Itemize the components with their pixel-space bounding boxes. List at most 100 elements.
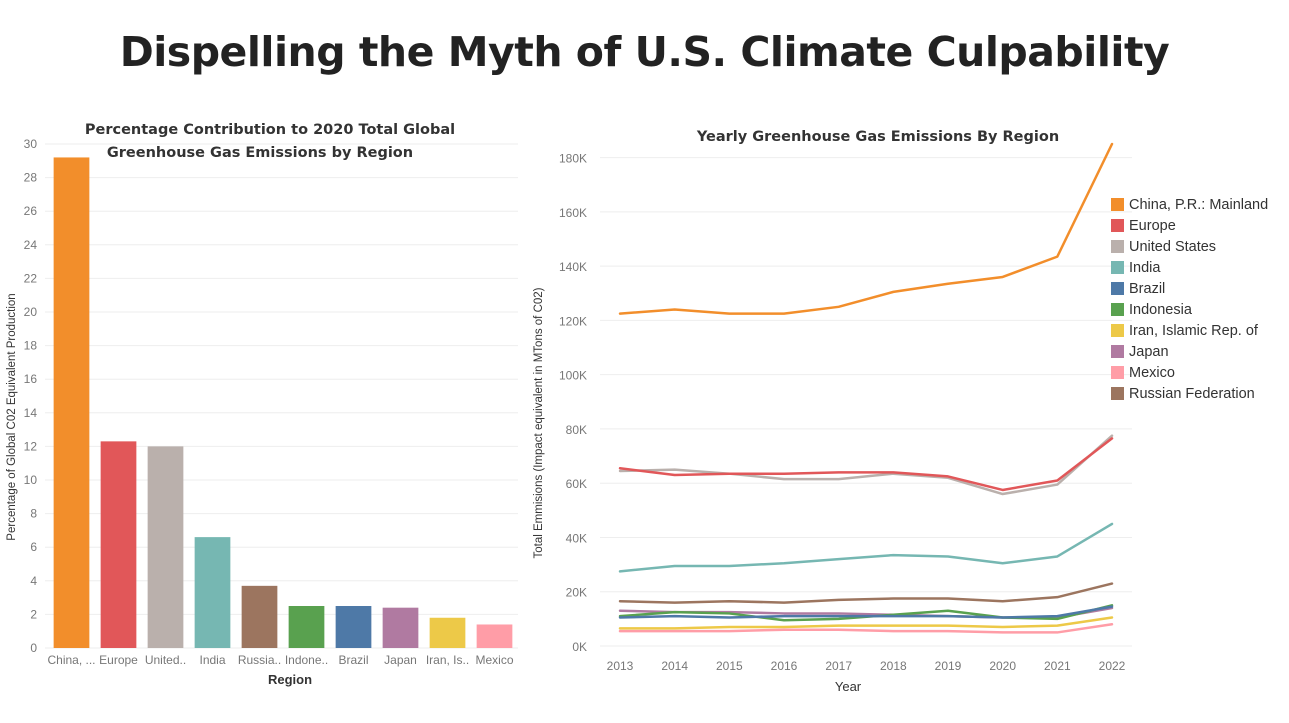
line-chart-y-axis-label: Total Emmisions (Impact equivalent in MT… xyxy=(533,287,545,558)
bar-y-tick-label: 10 xyxy=(24,473,38,487)
bar-chart-title-line-2: Greenhouse Gas Emissions by Region xyxy=(107,145,413,161)
line-x-tick-label: 2016 xyxy=(771,659,798,673)
bar-category-label: China, ... xyxy=(47,653,95,667)
bar-chart-x-ticks: China, ... Europe United.. India Russia.. Ind… xyxy=(47,653,513,667)
bar-y-tick-label: 28 xyxy=(24,171,38,185)
bar-4 xyxy=(241,585,278,648)
line-y-tick-label: 0K xyxy=(572,640,587,654)
bar-chart: Percentage Contribution to 2020 Total Gl… xyxy=(6,122,518,687)
legend-item-label: Europe xyxy=(1129,218,1176,234)
legend-swatch xyxy=(1111,282,1124,295)
bar-category-label: United.. xyxy=(145,653,186,667)
bar-9 xyxy=(476,624,513,648)
bar-y-tick-label: 4 xyxy=(30,574,37,588)
line-y-tick-label: 40K xyxy=(566,531,587,545)
bar-category-label: Mexico xyxy=(475,653,513,667)
bar-category-label: Russia.. xyxy=(238,653,281,667)
bar-category-label: India xyxy=(199,653,225,667)
bar-y-tick-label: 14 xyxy=(24,406,38,420)
line-x-tick-label: 2019 xyxy=(935,659,962,673)
bar-y-tick-label: 12 xyxy=(24,439,38,453)
line-x-tick-label: 2014 xyxy=(661,659,688,673)
legend-swatch xyxy=(1111,261,1124,274)
line-chart-x-axis-label: Year xyxy=(835,679,862,694)
line-series-iran-islamic-rep-of xyxy=(618,616,1114,630)
line-series-india xyxy=(618,522,1114,573)
bar-y-tick-label: 24 xyxy=(24,238,38,252)
legend-item-label: Brazil xyxy=(1129,281,1165,297)
line-y-tick-label: 160K xyxy=(559,206,587,220)
bar-y-tick-label: 6 xyxy=(30,540,37,554)
legend-swatch xyxy=(1111,324,1124,337)
line-x-tick-label: 2022 xyxy=(1099,659,1126,673)
line-chart-legend: China, P.R.: Mainland Europe United States… xyxy=(1111,197,1268,402)
bar-1 xyxy=(100,441,137,648)
line-x-tick-label: 2021 xyxy=(1044,659,1071,673)
page-title: Dispelling the Myth of U.S. Climate Culp… xyxy=(119,28,1170,76)
line-chart-x-ticks: 2013 2014 2015 2016 2017 2018 2019 2020 2021 2022 xyxy=(607,659,1126,673)
bar-y-tick-label: 20 xyxy=(24,305,38,319)
legend-item-label: India xyxy=(1129,260,1161,276)
bar-0 xyxy=(53,157,90,648)
legend-item-label: Iran, Islamic Rep. of xyxy=(1129,323,1259,339)
legend-swatch xyxy=(1111,366,1124,379)
legend-swatch xyxy=(1111,240,1124,253)
bar-y-tick-label: 22 xyxy=(24,271,38,285)
bar-chart-title-line-1: Percentage Contribution to 2020 Total Gl… xyxy=(85,122,455,138)
line-series-brazil xyxy=(618,605,1114,619)
bar-2 xyxy=(147,446,184,648)
line-y-tick-label: 100K xyxy=(559,369,587,383)
line-y-tick-label: 140K xyxy=(559,260,587,274)
line-series-europe xyxy=(618,437,1114,492)
bar-category-label: Europe xyxy=(99,653,138,667)
line-chart-series xyxy=(618,142,1114,634)
legend-item-label: Mexico xyxy=(1129,365,1175,381)
bar-chart-y-axis-label: Percentage of Global C02 Equivalent Prod… xyxy=(6,293,18,540)
bar-8 xyxy=(429,617,466,648)
line-series-united-states xyxy=(618,434,1114,496)
line-x-tick-label: 2017 xyxy=(825,659,852,673)
bar-y-tick-label: 16 xyxy=(24,372,38,386)
legend-swatch xyxy=(1111,387,1124,400)
line-chart-gridlines xyxy=(600,157,1132,647)
line-chart-title: Yearly Greenhouse Gas Emissions By Regio… xyxy=(696,129,1059,145)
legend-swatch xyxy=(1111,345,1124,358)
line-y-tick-label: 80K xyxy=(566,423,587,437)
bar-category-label: Brazil xyxy=(338,653,368,667)
line-y-tick-label: 120K xyxy=(559,314,587,328)
legend-item-label: United States xyxy=(1129,239,1216,255)
bar-7 xyxy=(382,607,419,648)
bar-y-tick-label: 2 xyxy=(30,607,37,621)
line-series-indonesia xyxy=(618,604,1114,622)
legend-swatch xyxy=(1111,198,1124,211)
line-y-tick-label: 180K xyxy=(559,152,587,166)
bar-y-tick-label: 30 xyxy=(24,137,38,151)
bar-5 xyxy=(288,606,325,648)
legend-item-label: Japan xyxy=(1129,344,1169,360)
legend-swatch xyxy=(1111,303,1124,316)
line-chart: Yearly Greenhouse Gas Emissions By Regio… xyxy=(533,129,1268,694)
bar-category-label: Indone.. xyxy=(285,653,328,667)
line-y-tick-label: 60K xyxy=(566,477,587,491)
bar-chart-x-axis-label: Region xyxy=(268,672,312,687)
bar-6 xyxy=(335,606,372,648)
bar-category-label: Iran, Is.. xyxy=(426,653,469,667)
line-series-russian-federation xyxy=(618,582,1114,604)
legend-item-label: China, P.R.: Mainland xyxy=(1129,197,1268,213)
line-series-mexico xyxy=(618,623,1114,634)
legend-item-label: Russian Federation xyxy=(1129,386,1255,402)
line-chart-y-ticks: 0K 20K 40K 60K 80K 100K 120K 140K 160K 180K xyxy=(559,152,587,654)
line-x-tick-label: 2015 xyxy=(716,659,743,673)
bar-3 xyxy=(194,537,231,648)
bar-chart-bars xyxy=(53,157,513,648)
line-series-china-p-r-mainland xyxy=(618,142,1114,315)
bar-y-tick-label: 18 xyxy=(24,339,38,353)
bar-y-tick-label: 26 xyxy=(24,204,38,218)
legend-swatch xyxy=(1111,219,1124,232)
bar-y-tick-label: 8 xyxy=(30,507,37,521)
legend-item-label: Indonesia xyxy=(1129,302,1193,318)
line-x-tick-label: 2013 xyxy=(607,659,634,673)
bar-category-label: Japan xyxy=(384,653,417,667)
bar-y-tick-label: 0 xyxy=(30,641,37,655)
